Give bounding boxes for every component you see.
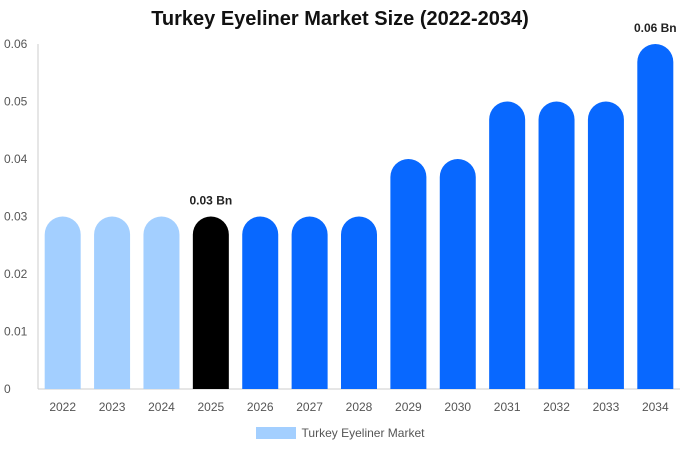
y-tick-label: 0.03: [4, 210, 28, 224]
bar-2026: [242, 216, 279, 389]
bar-2023: [94, 216, 131, 389]
x-tick-label: 2024: [148, 400, 175, 414]
x-tick-label: 2025: [197, 400, 224, 414]
bar-2033: [587, 101, 624, 389]
legend-swatch: [255, 427, 296, 439]
legend-label: Turkey Eyeliner Market: [301, 426, 425, 440]
legend: Turkey Eyeliner Market: [0, 426, 680, 440]
x-tick-label: 2031: [494, 400, 521, 414]
x-tick-label: 2027: [296, 400, 323, 414]
bar-2022: [44, 216, 81, 389]
bar-2025: [192, 216, 229, 389]
x-tick-label: 2026: [247, 400, 274, 414]
x-tick-label: 2030: [444, 400, 471, 414]
x-tick-label: 2034: [642, 400, 669, 414]
bar-chart: 00.010.020.030.040.050.06 2022 2023 2024 20…: [4, 21, 680, 414]
data-label-2034: 0.06 Bn: [634, 21, 677, 35]
x-tick-label: 2033: [593, 400, 620, 414]
data-label-2025: 0.03 Bn: [190, 194, 233, 208]
x-tick-label: 2029: [395, 400, 422, 414]
y-tick-label: 0.06: [4, 37, 28, 51]
bar-2024: [143, 216, 180, 389]
bar-2029: [390, 159, 427, 389]
bar-2030: [439, 159, 476, 389]
bar-2031: [489, 101, 526, 389]
labels: 2022 2023 2024 2025 2026 2027 2028 2029 2030 2031…: [49, 21, 676, 414]
x-tick-label: 2028: [346, 400, 373, 414]
chart-title: Turkey Eyeliner Market Size (2022-2034): [151, 8, 529, 30]
y-tick-label: 0.01: [4, 325, 28, 339]
bar-2034: [637, 44, 674, 389]
x-tick-label: 2032: [543, 400, 570, 414]
y-tick-label: 0.04: [4, 152, 28, 166]
x-tick-label: 2022: [49, 400, 76, 414]
y-tick-label: 0.02: [4, 267, 28, 281]
bar-2032: [538, 101, 575, 389]
x-tick-label: 2023: [99, 400, 126, 414]
bars: [44, 44, 674, 389]
y-tick-label: 0.05: [4, 95, 28, 109]
bar-2028: [341, 216, 377, 389]
bar-2027: [291, 216, 328, 389]
y-tick-label: 0: [4, 382, 11, 396]
